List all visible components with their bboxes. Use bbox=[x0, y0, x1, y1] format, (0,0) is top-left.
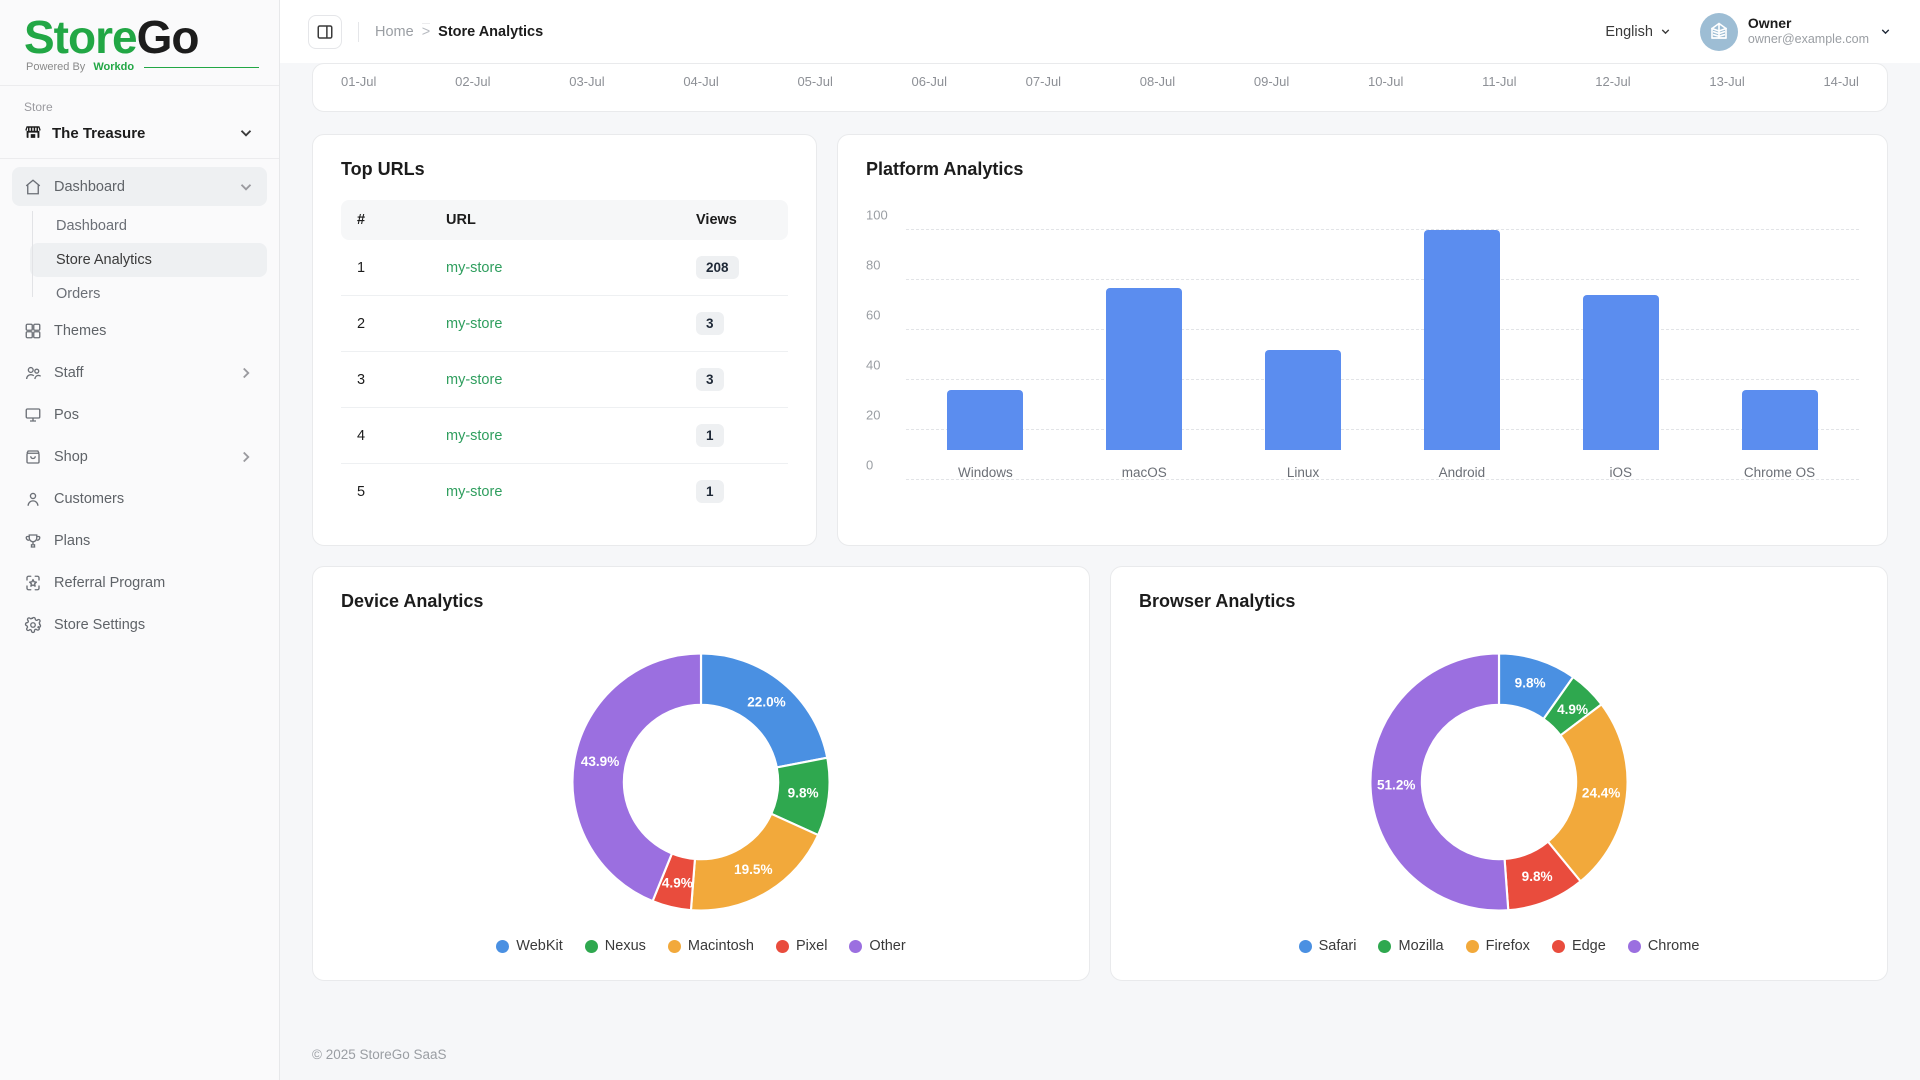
svg-text:4.9%: 4.9% bbox=[662, 876, 693, 891]
svg-text:43.9%: 43.9% bbox=[581, 754, 619, 769]
svg-text:9.8%: 9.8% bbox=[788, 786, 819, 801]
svg-text:24.4%: 24.4% bbox=[1582, 786, 1620, 801]
svg-text:22.0%: 22.0% bbox=[747, 694, 785, 709]
svg-text:51.2%: 51.2% bbox=[1377, 777, 1415, 792]
svg-text:9.8%: 9.8% bbox=[1515, 676, 1546, 691]
svg-text:4.9%: 4.9% bbox=[1557, 702, 1588, 717]
svg-text:19.5%: 19.5% bbox=[734, 862, 772, 877]
svg-text:9.8%: 9.8% bbox=[1522, 869, 1553, 884]
